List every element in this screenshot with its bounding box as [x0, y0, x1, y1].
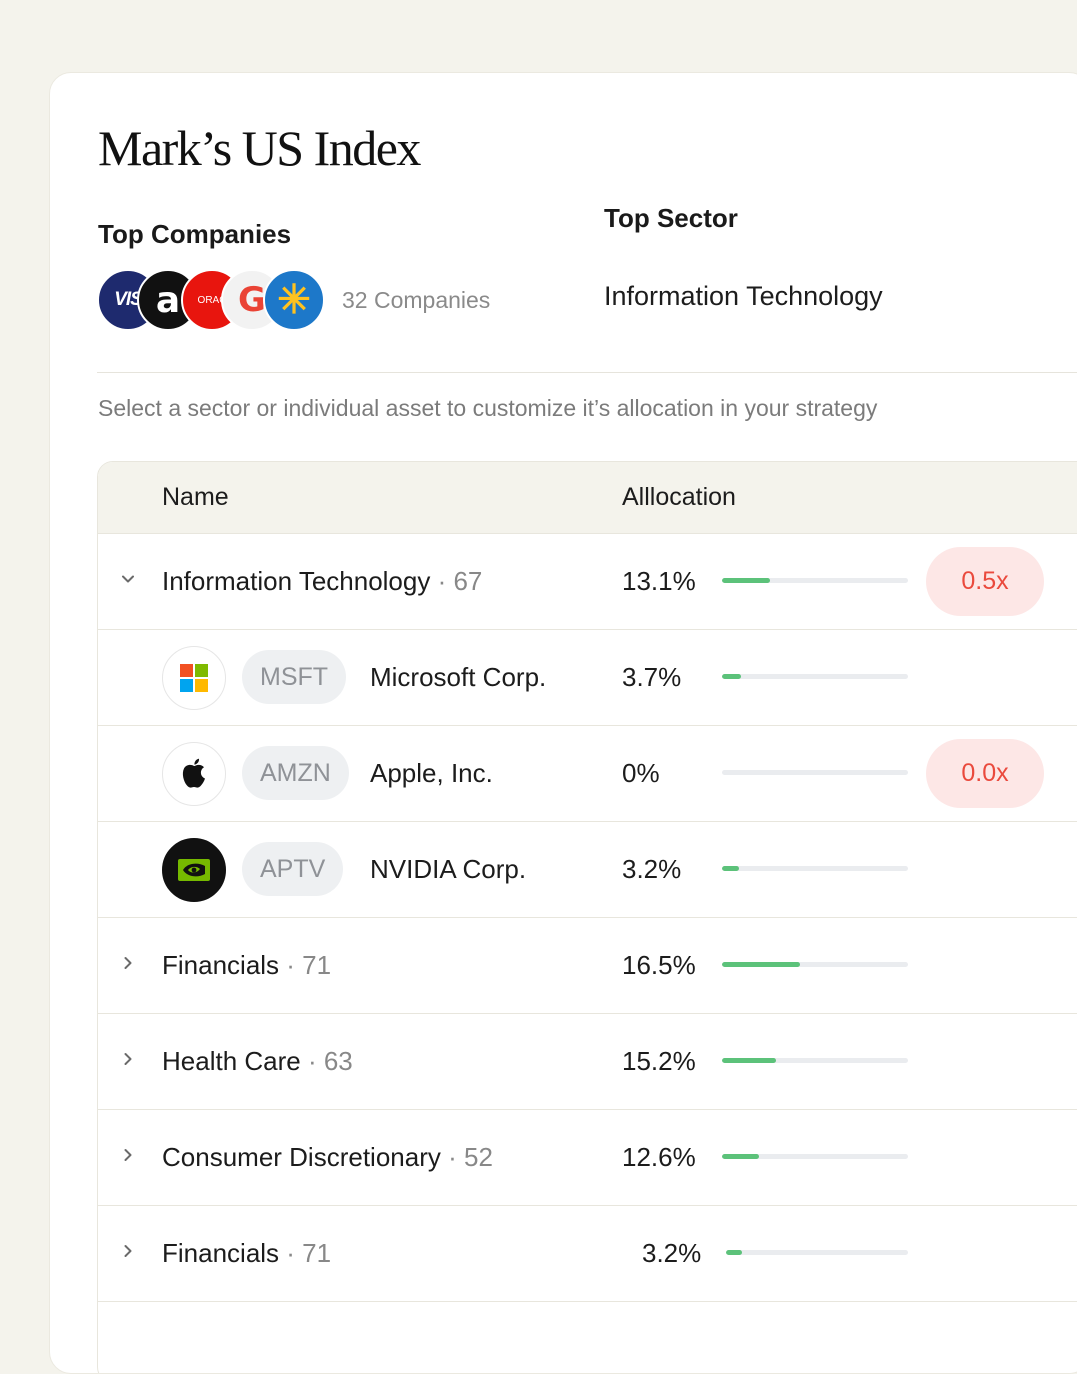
sector-name: Information Technology · 67 [162, 566, 483, 596]
top-sector-value: Information Technology [604, 281, 883, 311]
sector-count: · 71 [279, 950, 332, 980]
sector-row-health-care[interactable]: Health Care · 63 15.2% [98, 1013, 1077, 1109]
allocation-bar[interactable] [726, 1250, 908, 1255]
column-header-name: Name [162, 483, 229, 511]
allocation-percent: 12.6% [622, 1142, 696, 1172]
allocation-bar[interactable] [722, 1058, 908, 1063]
sector-count: · 52 [440, 1142, 493, 1172]
chevron-right-icon[interactable] [120, 1051, 136, 1067]
asset-row-microsoft[interactable]: MSFT Microsoft Corp. 3.7% [98, 629, 1077, 725]
sector-count: · 71 [279, 1238, 332, 1268]
allocation-bar-fill [726, 1250, 743, 1255]
table-row [98, 1301, 1077, 1373]
sector-row-information-technology[interactable]: Information Technology · 67 13.1% 0.5x [98, 533, 1077, 629]
allocation-bar[interactable] [722, 770, 908, 775]
allocation-bar[interactable] [722, 578, 908, 583]
allocation-percent: 16.5% [622, 950, 696, 980]
allocation-percent: 3.2% [622, 854, 682, 884]
asset-row-apple[interactable]: AMZN Apple, Inc. 0% 0.0x [98, 725, 1077, 821]
table-header: Name Alllocation [98, 462, 1077, 533]
allocation-bar-fill [722, 962, 801, 967]
sector-count: · 63 [300, 1046, 353, 1076]
asset-row-nvidia[interactable]: APTV NVIDIA Corp. 3.2% [98, 821, 1077, 917]
top-companies-logos: VIS a ORAC G ✳ [97, 269, 329, 331]
allocation-bar-fill [722, 674, 741, 679]
sector-count: · 67 [430, 566, 483, 596]
allocation-table: Name Alllocation Information Technology … [97, 461, 1077, 1373]
allocation-percent: 3.2% [642, 1238, 702, 1268]
ticker-badge: MSFT [242, 650, 347, 704]
top-sector-heading: Top Sector [604, 203, 738, 233]
top-companies-heading: Top Companies [98, 219, 292, 249]
asset-name: Apple, Inc. [370, 758, 493, 788]
sector-name: Financials · 71 [162, 950, 332, 980]
companies-count: 32 Companies [342, 287, 491, 313]
allocation-percent: 0% [622, 758, 660, 788]
multiplier-badge[interactable]: 0.5x [926, 547, 1044, 616]
allocation-percent: 3.7% [622, 662, 682, 692]
sector-name: Health Care · 63 [162, 1046, 353, 1076]
allocation-percent: 15.2% [622, 1046, 696, 1076]
allocation-bar[interactable] [722, 866, 908, 871]
divider [97, 372, 1077, 373]
nvidia-logo-icon [162, 838, 226, 902]
allocation-bar[interactable] [722, 962, 908, 967]
allocation-bar-fill [722, 1154, 760, 1159]
asset-name: NVIDIA Corp. [370, 854, 527, 884]
apple-logo-icon [162, 742, 226, 806]
sector-row-financials[interactable]: Financials · 71 3.2% [98, 1205, 1077, 1301]
chevron-right-icon[interactable] [120, 955, 136, 971]
multiplier-badge[interactable]: 0.0x [926, 739, 1044, 808]
chevron-down-icon[interactable] [120, 571, 136, 587]
sector-row-consumer-discretionary[interactable]: Consumer Discretionary · 52 12.6% [98, 1109, 1077, 1205]
chevron-right-icon[interactable] [120, 1243, 136, 1259]
sector-name: Financials · 71 [162, 1238, 332, 1268]
ticker-badge: AMZN [242, 746, 349, 800]
allocation-bar-fill [722, 1058, 776, 1063]
page-title: Mark’s US Index [98, 120, 421, 176]
allocation-bar[interactable] [722, 674, 908, 679]
sector-name: Consumer Discretionary · 52 [162, 1142, 493, 1172]
column-header-allocation: Alllocation [622, 483, 736, 511]
allocation-bar[interactable] [722, 1154, 908, 1159]
walmart-logo-icon: ✳ [263, 269, 325, 331]
ticker-badge: APTV [242, 842, 344, 896]
asset-name: Microsoft Corp. [370, 662, 547, 692]
microsoft-logo-icon [162, 646, 226, 710]
allocation-bar-fill [722, 866, 739, 871]
allocation-percent: 13.1% [622, 566, 696, 596]
allocation-bar-fill [722, 578, 771, 583]
instruction-text: Select a sector or individual asset to c… [98, 395, 878, 421]
chevron-right-icon[interactable] [120, 1147, 136, 1163]
sector-row-financials[interactable]: Financials · 71 16.5% [98, 917, 1077, 1013]
index-card: Mark’s US Index Top Companies VIS a ORAC… [49, 72, 1077, 1374]
